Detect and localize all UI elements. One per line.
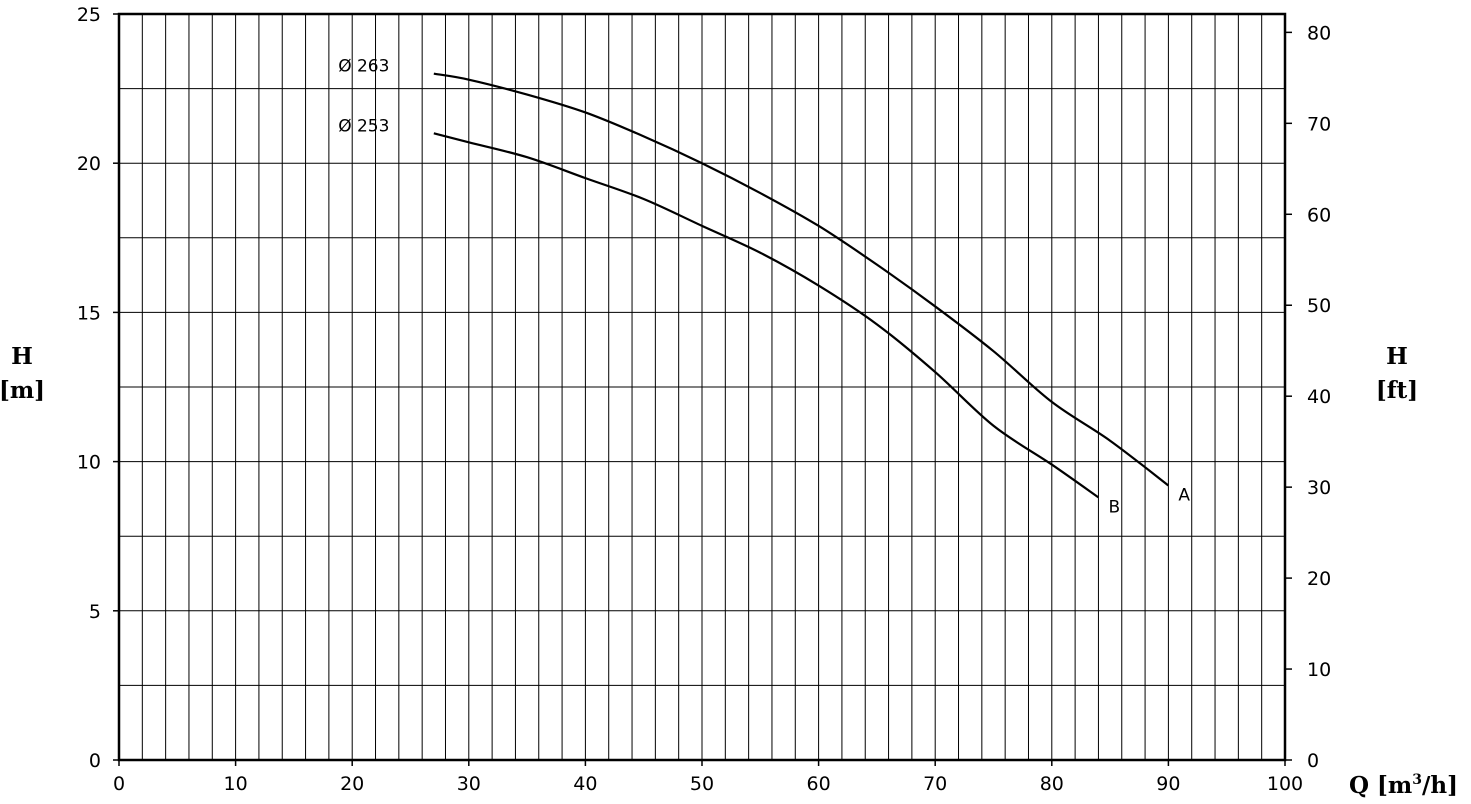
curves: Ø 263 A Ø 253 B bbox=[338, 57, 1190, 518]
y-left-tick-label: 25 bbox=[77, 4, 101, 26]
series-name-label: Ø 253 bbox=[338, 116, 389, 136]
y-axis-right-title-line1: H bbox=[1386, 343, 1408, 370]
x-tick-label: 100 bbox=[1267, 773, 1303, 795]
x-tick-label: 60 bbox=[807, 773, 831, 795]
y-right-tick-label: 30 bbox=[1307, 477, 1331, 499]
y-axis-left-title-line1: H bbox=[11, 343, 33, 370]
y-right-tick-label: 10 bbox=[1307, 659, 1331, 681]
series-line-a bbox=[433, 72, 1170, 487]
x-axis-title: Q [m3/h] bbox=[1349, 772, 1458, 799]
y-left-tick-label: 15 bbox=[77, 302, 101, 324]
x-tick-label: 40 bbox=[573, 773, 597, 795]
y-left-tick-label: 0 bbox=[89, 750, 101, 772]
y-right-tick-label: 70 bbox=[1307, 113, 1331, 135]
x-tick-label: 80 bbox=[1040, 773, 1064, 795]
series-end-label: B bbox=[1108, 497, 1120, 517]
grid bbox=[119, 14, 1285, 760]
x-axis-title-tail: /h] bbox=[1422, 772, 1458, 799]
series-name-label: Ø 263 bbox=[338, 57, 389, 77]
y-right-tick-label: 50 bbox=[1307, 295, 1331, 317]
y-right-tick-label: 40 bbox=[1307, 386, 1331, 408]
y-left-tick-label: 20 bbox=[77, 153, 101, 175]
y-left-tick-label: 10 bbox=[77, 452, 101, 474]
y-right-tick-label: 80 bbox=[1307, 22, 1331, 44]
x-tick-label: 10 bbox=[224, 773, 248, 795]
x-tick-label: 0 bbox=[113, 773, 125, 795]
x-axis-title-sup: 3 bbox=[1412, 772, 1422, 788]
series-end-label: A bbox=[1178, 485, 1190, 505]
series-line-b bbox=[433, 132, 1100, 499]
x-tick-label: 70 bbox=[923, 773, 947, 795]
y-right-tick-label: 0 bbox=[1307, 750, 1319, 772]
x-tick-label: 20 bbox=[340, 773, 364, 795]
y-right-tick-label: 20 bbox=[1307, 568, 1331, 590]
y-right-tick-label: 60 bbox=[1307, 204, 1331, 226]
x-tick-label: 30 bbox=[457, 773, 481, 795]
y-axis-right-title-line2: [ft] bbox=[1376, 377, 1418, 404]
x-axis-title-main: Q [m bbox=[1349, 772, 1412, 799]
y-left-tick-label: 5 bbox=[89, 601, 101, 623]
x-tick-label: 50 bbox=[690, 773, 714, 795]
tick-labels: 0 10 20 30 40 50 60 70 80 90 100051015202501020304… bbox=[77, 4, 1331, 795]
x-tick-label: 90 bbox=[1156, 773, 1180, 795]
y-axis-left-title-line2: [m] bbox=[0, 377, 45, 404]
